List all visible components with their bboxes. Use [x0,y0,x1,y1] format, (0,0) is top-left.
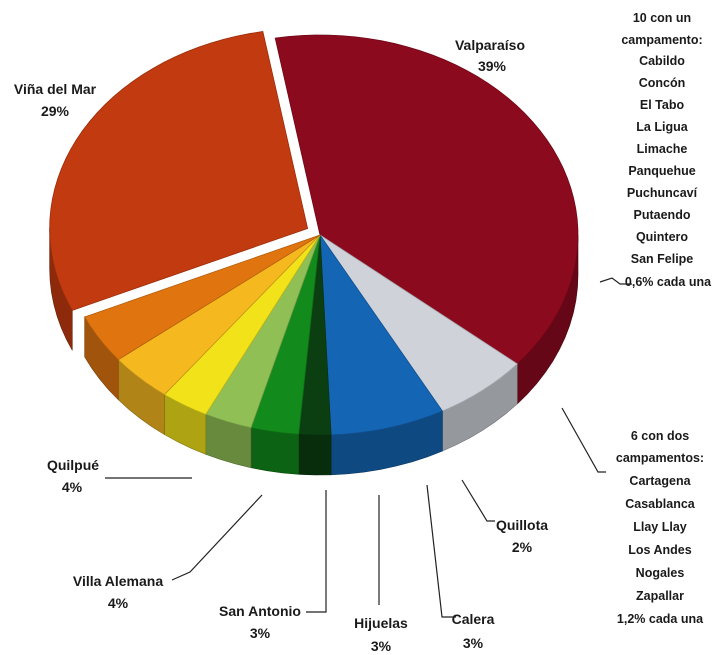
pie-slice [319,234,518,412]
leader-one-camp [599,277,632,285]
leader-calera [426,484,456,618]
two-camp-item: Los Andes [628,543,691,557]
label-villa-alemana-name: Villa Alemana [73,573,163,589]
leader-quillota [461,479,495,522]
one-camp-header-1: 10 con un [633,11,691,25]
label-hijuelas-value: 3% [371,638,392,654]
label-valparaiso-value: 39% [478,58,507,74]
label-valparaiso-name: Valparaíso [455,37,525,53]
two-camp-item: Zapallar [636,589,684,603]
pie-slice-side [250,427,300,475]
one-camp-item: Panquehue [628,164,695,178]
pie-slice [319,233,444,436]
label-quillota-name: Quillota [496,517,548,533]
two-camp-item: Cartagena [629,474,691,488]
one-camp-item: Limache [637,142,688,156]
label-villa-alemana-value: 4% [108,595,129,611]
two-camp-header-2: campamentos: [616,451,704,465]
one-camp-item: Concón [639,76,686,90]
two-camp-footer: 1,2% cada una [617,612,704,626]
label-san-antonio-value: 3% [250,625,271,641]
label-quilpue-value: 4% [62,479,83,495]
pie-slice-side [298,434,332,476]
two-camp-group-label: 6 con dos campamentos: Cartagena Casabla… [616,429,704,626]
label-san-antonio-name: San Antonio [219,603,301,619]
one-camp-group-label: 10 con un campamento: Cabildo Concón El … [621,11,712,289]
label-quilpue-name: Quilpué [47,457,99,473]
label-calera-name: Calera [452,611,495,627]
one-camp-item: Quintero [636,230,688,244]
pie-slices [49,31,579,476]
pie-slice [274,34,579,365]
one-camp-item: La Ligua [636,120,688,134]
slice-labels: Valparaíso 39% Viña del Mar 29% Quilpué … [14,37,548,654]
one-camp-item: Puchuncaví [627,186,698,200]
one-camp-item: Putaendo [634,208,691,222]
one-camp-item: Cabildo [639,54,685,68]
one-camp-item: El Tabo [640,98,685,112]
pie-slice [84,234,321,361]
one-camp-header-2: campamento: [621,33,702,47]
two-camp-item: Nogales [636,566,685,580]
leader-lines [105,277,632,618]
label-vina-value: 29% [41,103,70,119]
two-camp-item: Llay Llay [633,520,687,534]
label-calera-value: 3% [463,635,484,651]
pie-slice [49,31,309,311]
two-camp-header-1: 6 con dos [631,429,689,443]
leader-san-antonio [306,490,327,613]
one-camp-footer: 0,6% cada una [625,275,712,289]
label-quillota-value: 2% [512,539,533,555]
leader-two-camp [561,407,606,473]
leader-villa-alemana [171,494,263,581]
label-hijuelas-name: Hijuelas [354,615,408,631]
label-vina-name: Viña del Mar [14,81,97,97]
one-camp-item: San Felipe [631,252,694,266]
pie-slice [117,234,321,396]
two-camp-item: Casablanca [625,497,696,511]
